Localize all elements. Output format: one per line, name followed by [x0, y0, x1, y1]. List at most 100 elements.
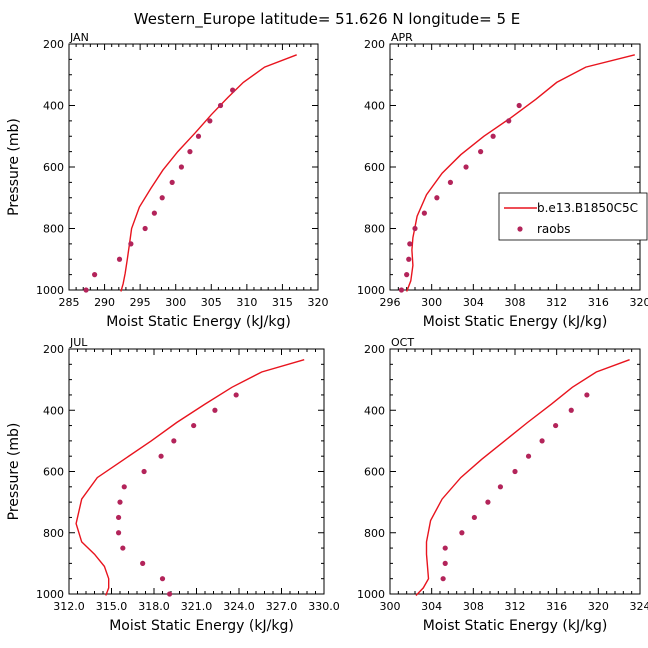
y-tick-label: 600: [364, 161, 385, 174]
x-tick-label: 285: [59, 296, 80, 309]
x-tick-label: 308: [505, 296, 526, 309]
panel-label: OCT: [391, 336, 414, 349]
raobs-point: [539, 438, 545, 444]
x-axis-label: Moist Static Energy (kJ/kg): [109, 618, 294, 634]
raobs-point: [195, 133, 202, 139]
raobs-point: [459, 530, 465, 536]
x-tick-label: 320: [630, 296, 648, 309]
model-series-line: [406, 54, 635, 292]
legend-obs-label: raobs: [537, 222, 571, 236]
y-tick-label: 800: [43, 223, 64, 236]
panel-oct: 300 304 308 312 316 320 324 200 400 600 800 1000 OCT…: [357, 336, 648, 634]
raobs-point: [485, 499, 491, 505]
raobs-point: [434, 195, 440, 201]
legend-box: [498, 192, 648, 241]
y-tick-label: 400: [43, 100, 64, 113]
x-tick-label: 304: [463, 296, 484, 309]
raobs-point: [128, 241, 134, 247]
raobs-point: [584, 392, 590, 398]
x-tick-label: 318.0: [138, 600, 170, 613]
y-tick-label: 1000: [357, 284, 385, 297]
y-axis-label: Pressure (mb): [6, 423, 22, 521]
y-tick-label: 1000: [36, 284, 64, 297]
x-tick-label: 321.0: [181, 600, 213, 613]
raobs-point: [115, 514, 122, 521]
raobs-point: [233, 392, 239, 398]
x-tick-label: 324.0: [223, 600, 255, 613]
y-tick-label: 400: [364, 404, 385, 417]
raobs-point: [406, 256, 412, 262]
raobs-point: [447, 179, 454, 185]
x-tick-label: 320: [308, 296, 329, 309]
raobs-point: [478, 149, 484, 155]
raobs-point: [398, 287, 405, 293]
raobs-point: [120, 545, 126, 551]
raobs-point: [178, 164, 185, 170]
x-tick-label: 315.0: [96, 600, 128, 613]
panel-jul: 312.0 315.0 318.0 321.0 324.0 327.0 330.0 200 40…: [6, 336, 340, 634]
y-tick-label: 800: [364, 223, 385, 236]
raobs-point: [490, 133, 496, 139]
y-tick-label: 600: [43, 161, 64, 174]
panels: 285 290 295 300 305 310 315 320 200 400 600 800 1000…: [6, 31, 648, 634]
raobs-point: [171, 438, 177, 444]
legend-obs-swatch: [517, 226, 523, 232]
x-tick-label: 296: [380, 296, 401, 309]
raobs-point: [191, 422, 197, 429]
x-axis-label: Moist Static Energy (kJ/kg): [423, 314, 608, 330]
raobs-point: [169, 179, 175, 185]
model-series-line: [75, 359, 305, 596]
x-tick-label: 310: [236, 296, 257, 309]
x-tick-label: 316: [546, 600, 567, 613]
x-tick-label: 312.0: [53, 600, 85, 613]
x-axis-label: Moist Static Energy (kJ/kg): [106, 314, 291, 330]
raobs-point: [159, 576, 166, 582]
raobs-point: [516, 102, 522, 109]
x-tick-label: 327.0: [266, 600, 298, 613]
y-tick-label: 600: [364, 466, 385, 479]
panel-apr: 296 300 304 308 312 316 320 200 400 600 800 1000 APR…: [357, 31, 648, 330]
raobs-point: [140, 560, 146, 566]
x-tick-label: 300: [380, 600, 401, 613]
raobs-point: [512, 468, 518, 475]
x-axis-label: Moist Static Energy (kJ/kg): [423, 618, 608, 634]
raobs-point: [442, 560, 448, 566]
plot-frame: [389, 43, 641, 291]
legend-layer: b.e13.B1850C5C raobs: [498, 192, 648, 241]
model-series-line: [415, 359, 630, 596]
raobs-point: [568, 407, 574, 413]
y-tick-label: 800: [43, 527, 64, 540]
raobs-point: [117, 499, 123, 505]
x-tick-label: 316: [588, 296, 609, 309]
raobs-point: [421, 210, 427, 216]
x-tick-label: 304: [421, 600, 442, 613]
x-tick-label: 324: [630, 600, 648, 613]
x-tick-label: 330.0: [308, 600, 340, 613]
x-tick-label: 300: [165, 296, 186, 309]
raobs-point: [151, 210, 157, 216]
raobs-point: [115, 530, 122, 536]
panel-jan: 285 290 295 300 305 310 315 320 200 400 600 800 1000…: [6, 31, 329, 330]
x-tick-label: 312: [546, 296, 567, 309]
raobs-point: [121, 484, 127, 490]
y-tick-label: 400: [364, 100, 385, 113]
raobs-point: [187, 149, 193, 155]
raobs-point: [497, 484, 504, 490]
raobs-point: [212, 407, 218, 413]
raobs-point: [553, 422, 559, 429]
raobs-point: [158, 453, 164, 459]
raobs-point: [412, 225, 418, 232]
x-tick-label: 305: [201, 296, 222, 309]
panel-label: APR: [391, 31, 413, 44]
raobs-point: [92, 272, 98, 278]
figure-title: Western_Europe latitude= 51.626 N longit…: [134, 10, 520, 29]
raobs-point: [525, 453, 532, 459]
x-tick-label: 320: [588, 600, 609, 613]
raobs-point: [506, 118, 512, 124]
raobs-point: [116, 256, 123, 262]
y-tick-label: 200: [364, 343, 385, 356]
raobs-point: [404, 272, 410, 278]
raobs-point: [440, 576, 446, 582]
y-tick-label: 200: [364, 38, 385, 51]
